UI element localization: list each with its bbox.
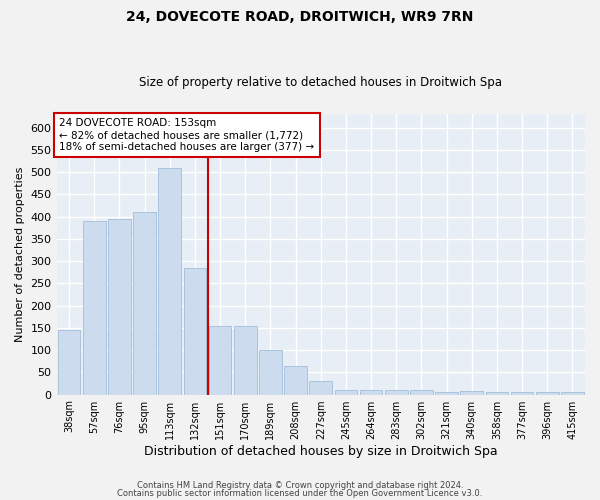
Text: 24 DOVECOTE ROAD: 153sqm
← 82% of detached houses are smaller (1,772)
18% of sem: 24 DOVECOTE ROAD: 153sqm ← 82% of detach… [59,118,314,152]
Bar [536,392,559,394]
Text: 24, DOVECOTE ROAD, DROITWICH, WR9 7RN: 24, DOVECOTE ROAD, DROITWICH, WR9 7RN [127,10,473,24]
Bar [435,392,458,394]
Bar [460,391,483,394]
Bar [485,392,508,394]
Bar [511,392,533,394]
Bar [133,212,156,394]
Y-axis label: Number of detached properties: Number of detached properties [15,166,25,342]
Bar [310,381,332,394]
Bar [259,350,282,395]
X-axis label: Distribution of detached houses by size in Droitwich Spa: Distribution of detached houses by size … [144,444,497,458]
Bar [385,390,407,394]
Bar [108,219,131,394]
Bar [58,330,80,394]
Bar [410,390,433,394]
Bar [335,390,357,394]
Title: Size of property relative to detached houses in Droitwich Spa: Size of property relative to detached ho… [139,76,502,90]
Bar [360,390,382,394]
Bar [284,366,307,394]
Text: Contains HM Land Registry data © Crown copyright and database right 2024.: Contains HM Land Registry data © Crown c… [137,481,463,490]
Bar [561,392,584,394]
Bar [209,326,232,394]
Text: Contains public sector information licensed under the Open Government Licence v3: Contains public sector information licen… [118,488,482,498]
Bar [234,326,257,394]
Bar [158,168,181,394]
Bar [83,221,106,394]
Bar [184,268,206,394]
